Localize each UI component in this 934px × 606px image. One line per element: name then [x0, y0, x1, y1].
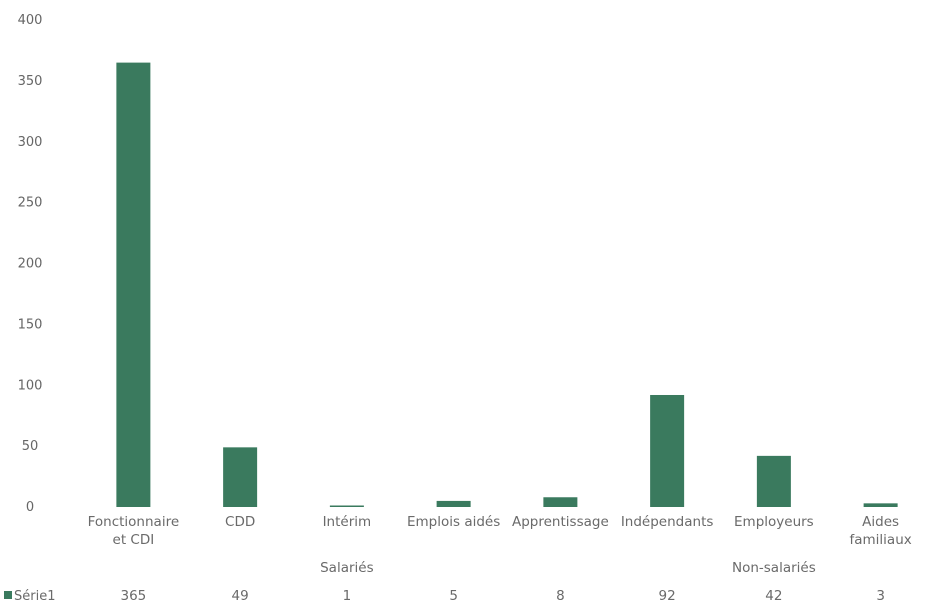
data-table-value: 1 [343, 588, 352, 604]
x-tick-label: Employeurs [734, 514, 814, 530]
y-tick-label: 300 [18, 135, 43, 150]
y-axis: 0 50 100 150 200 250 300 350 400 [18, 13, 43, 515]
bar [543, 497, 578, 507]
data-table-value: 49 [232, 588, 249, 604]
y-tick-label: 50 [22, 439, 39, 454]
x-tick-label-line: et CDI [113, 532, 155, 548]
y-tick-label: 250 [18, 196, 43, 211]
y-tick-label: 350 [18, 74, 43, 89]
group-label: Non-salariés [732, 560, 816, 576]
x-tick-label-line: familiaux [850, 532, 912, 548]
x-tick-label: Apprentissage [512, 514, 609, 530]
data-table-value: 8 [556, 588, 565, 604]
x-tick-label: Fonctionnaire et CDI [88, 514, 180, 548]
x-tick-label-line: Indépendants [621, 514, 714, 530]
data-table: Série1 365 49 1 5 8 92 42 3 [4, 588, 885, 604]
data-table-value: 42 [765, 588, 782, 604]
x-tick-label-line: Apprentissage [512, 514, 609, 530]
y-tick-label: 0 [26, 500, 34, 515]
x-tick-label-line: Fonctionnaire [88, 514, 180, 530]
legend-swatch [4, 591, 12, 599]
bars [116, 62, 898, 508]
x-tick-label-line: Intérim [323, 514, 372, 530]
y-tick-label: 150 [18, 317, 43, 332]
x-tick-label: CDD [225, 514, 255, 530]
bar [650, 394, 685, 507]
y-tick-label: 100 [18, 378, 43, 393]
x-tick-label: Intérim [323, 514, 372, 530]
legend-label: Série1 [14, 589, 55, 604]
x-tick-label-line: Emplois aidés [407, 514, 500, 530]
x-tick-label: Indépendants [621, 514, 714, 530]
bar [756, 455, 791, 507]
x-tick-label-line: Aides [862, 514, 899, 530]
x-tick-label: Emplois aidés [407, 514, 500, 530]
x-tick-label-line: Employeurs [734, 514, 814, 530]
x-tick-label-line: CDD [225, 514, 255, 530]
y-tick-label: 200 [18, 257, 43, 272]
bar [863, 503, 898, 507]
x-tick-label: Aides familiaux [850, 514, 912, 548]
y-tick-label: 400 [18, 13, 43, 28]
x-axis-labels: Fonctionnaire et CDI CDD Intérim Emplois aid… [88, 514, 912, 548]
data-table-value: 92 [659, 588, 676, 604]
category-groups: Salariés Non-salariés [320, 560, 816, 576]
bar [329, 505, 364, 507]
data-table-value: 5 [449, 588, 458, 604]
bar [116, 62, 151, 508]
group-label: Salariés [320, 560, 374, 576]
data-table-value: 365 [120, 588, 146, 604]
data-table-value: 3 [876, 588, 885, 604]
bar [223, 447, 258, 507]
bar [436, 500, 471, 507]
